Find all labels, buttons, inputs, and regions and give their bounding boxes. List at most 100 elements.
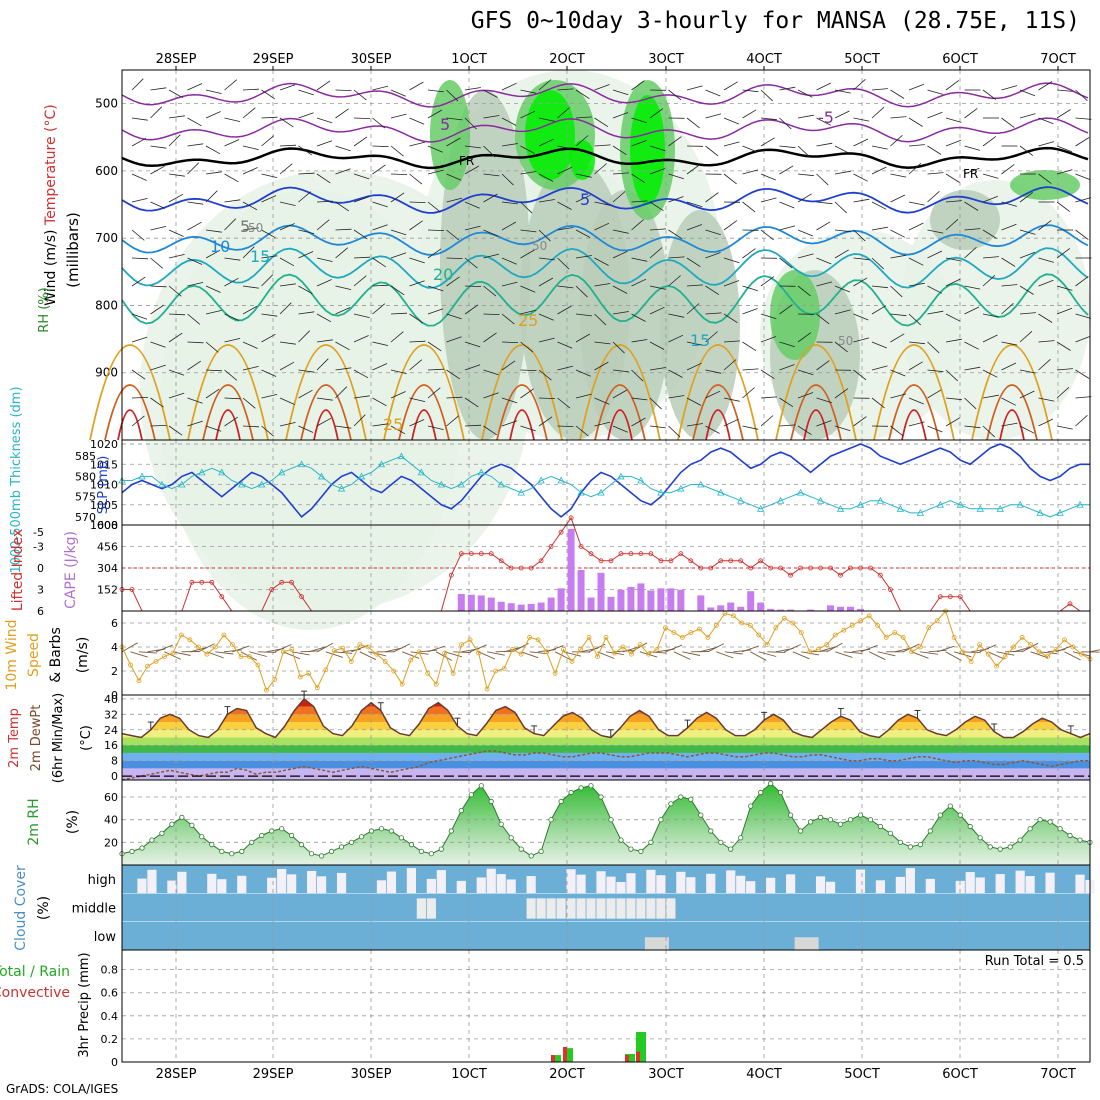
wind-barb — [612, 389, 628, 399]
precip-total-bar — [625, 1053, 635, 1062]
wind-barb — [372, 201, 388, 208]
wind-barb — [890, 194, 906, 203]
wind-barb — [779, 117, 792, 130]
lifted-point — [458, 551, 464, 557]
wind-barb — [877, 651, 896, 657]
wind-speed-point — [544, 649, 549, 655]
cloud-high-cell — [336, 872, 347, 894]
wind-barb — [155, 644, 173, 653]
wind-speed-point — [306, 671, 312, 676]
wind-barb — [501, 360, 516, 371]
wind-barb — [982, 334, 998, 343]
wind-barb — [187, 117, 202, 127]
wind-barb — [168, 229, 184, 237]
wind-barb — [784, 644, 801, 653]
wind-barb — [325, 651, 344, 658]
wind-speed-point — [1079, 651, 1084, 657]
cape-bar — [807, 609, 815, 611]
contour-label: 50 — [532, 239, 547, 253]
wind-barb — [668, 196, 684, 203]
thickness-point — [537, 476, 545, 484]
thickness-tick-label: 585 — [75, 450, 96, 463]
wind-barb — [131, 276, 146, 287]
rh-point — [987, 844, 993, 850]
wind-speed-point — [688, 630, 694, 635]
rh-tick-label: 20 — [104, 836, 118, 849]
wind-barb — [274, 644, 292, 653]
wind-barb — [138, 651, 157, 654]
rh-point — [847, 817, 854, 823]
wind-barb — [464, 87, 481, 91]
wind-barb — [168, 115, 185, 119]
wind-barb — [575, 135, 589, 147]
wind-barb — [594, 341, 611, 345]
cloud-high-cell — [995, 874, 1005, 894]
rh-point — [957, 812, 963, 818]
wind-barb — [742, 387, 755, 399]
wind-barb — [1001, 303, 1014, 315]
temp-band — [122, 698, 1090, 707]
wind-barb — [520, 369, 537, 371]
cloud-high-cell — [606, 876, 616, 894]
wind-barb — [520, 229, 537, 233]
wind-barb — [594, 313, 607, 326]
wind-barb — [686, 397, 702, 406]
cloud-high-cell — [207, 873, 217, 894]
cape-bar — [627, 586, 635, 611]
wind-barb — [890, 254, 907, 259]
wind-barb — [483, 145, 496, 158]
wind-barb — [150, 304, 165, 315]
wind-barb — [816, 142, 833, 147]
wind-barb — [1019, 192, 1034, 203]
wind-barb — [205, 285, 221, 293]
wind-barb — [224, 79, 238, 91]
wind-barb — [409, 117, 425, 125]
wind-barb — [699, 646, 718, 653]
cloud-high-cell — [277, 868, 287, 894]
lifted-point — [578, 544, 584, 549]
wind-barb — [733, 649, 752, 653]
cloud-high-cell — [496, 874, 506, 894]
wind-barb — [464, 257, 478, 269]
wind-barb — [316, 358, 329, 371]
temp-contour-30 — [986, 384, 1038, 441]
cape-bar — [827, 605, 835, 611]
temp-contour-25 — [187, 344, 269, 441]
precip-tick-label: 0.8 — [101, 964, 119, 977]
wind-speed-point — [510, 647, 515, 652]
cape-bar — [667, 588, 675, 611]
wind-barb — [908, 257, 924, 266]
wind-barb — [168, 134, 181, 147]
wind-barb — [575, 116, 593, 119]
rh-point — [408, 841, 414, 848]
wind-barb — [853, 117, 870, 122]
temp-band — [122, 714, 1090, 723]
freezing-level-contour — [121, 146, 1089, 170]
wind-barb — [520, 309, 537, 315]
thickness-tick-label: 580 — [75, 470, 96, 483]
wind-barb — [261, 313, 278, 317]
temp-contour-minus5b — [121, 117, 1089, 143]
wind-barb — [649, 367, 666, 371]
precip-tick-label: 0.4 — [101, 1010, 119, 1023]
wind-barb — [1075, 197, 1092, 203]
wind-barb — [594, 257, 609, 266]
wind-speed-point — [561, 647, 566, 652]
wind-barb — [982, 369, 998, 378]
rh-point — [678, 794, 684, 800]
wind-barb — [871, 166, 887, 175]
thickness-point — [397, 452, 406, 460]
precip-convective-bar — [636, 1051, 640, 1062]
slp-tick-label: 1010 — [90, 479, 118, 492]
wind-barb — [316, 173, 331, 184]
wind-speed-point — [391, 668, 397, 674]
contour-label: 5 — [440, 115, 450, 134]
wind-barb — [723, 397, 740, 402]
rh-point — [907, 844, 914, 850]
wind-barb — [792, 651, 810, 660]
cloud-high-cell — [526, 876, 536, 894]
wind-barb — [908, 117, 923, 127]
wind-speed-point — [773, 625, 779, 631]
wind-barb — [483, 193, 498, 203]
wind-barb — [686, 164, 701, 175]
